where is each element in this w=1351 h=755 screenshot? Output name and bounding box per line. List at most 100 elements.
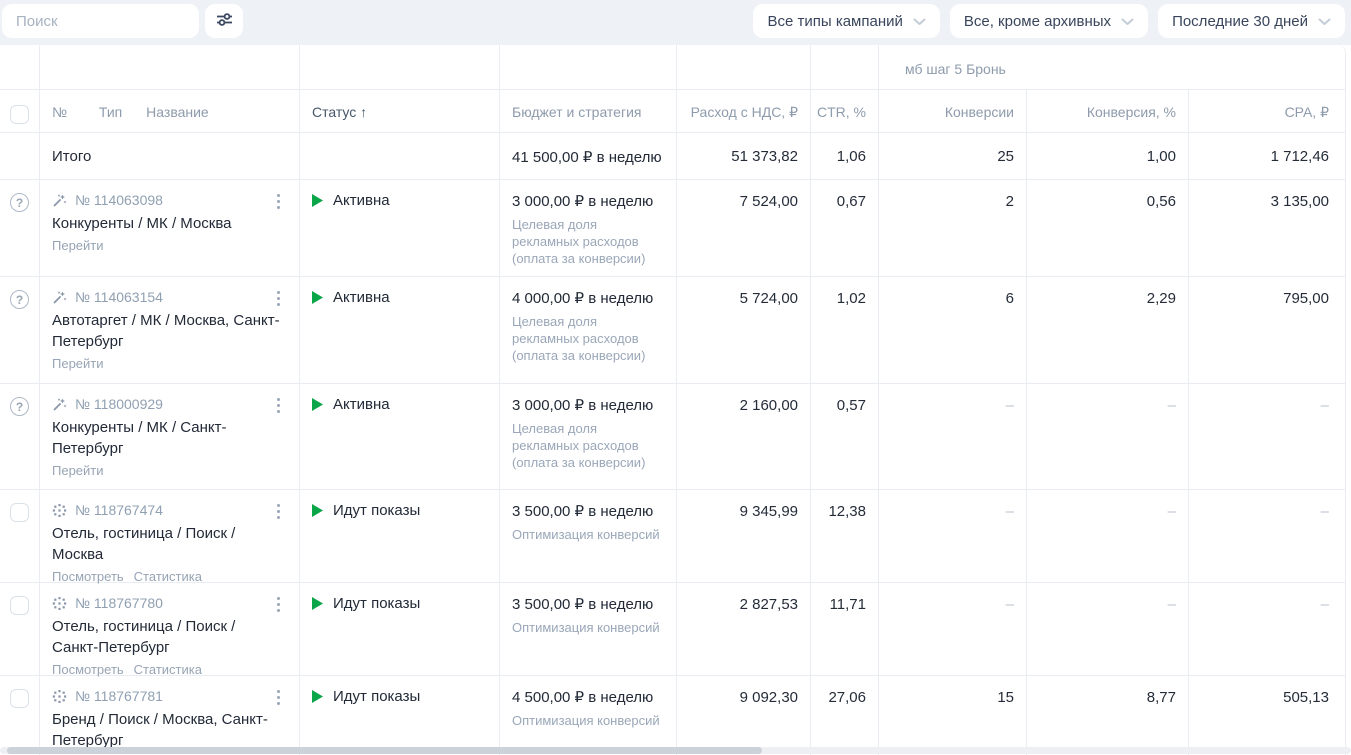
status-play-icon — [312, 597, 323, 615]
column-header-budget[interactable]: Бюджет и стратегия — [500, 90, 677, 132]
budget-value: 3 000,00 ₽ в неделю — [512, 193, 654, 210]
topbar: Все типы кампаний Все, кроме архивных По… — [0, 0, 1351, 45]
campaign-id[interactable]: № 118767781 — [75, 688, 163, 704]
archive-state-filter[interactable]: Все, кроме архивных — [949, 4, 1149, 38]
table-header-row: № Тип Название Статус ↑ Бюджет и стратег… — [0, 90, 1345, 133]
master-campaign-icon — [52, 290, 67, 305]
column-header-conversions[interactable]: Конверсии — [879, 90, 1027, 132]
conversions-value: – — [879, 583, 1027, 677]
spend-value: 9 092,30 — [677, 676, 811, 755]
column-header-cpa[interactable]: CPA, ₽ — [1284, 104, 1329, 120]
search-input[interactable] — [2, 4, 199, 38]
row-checkbox[interactable] — [10, 503, 29, 522]
column-header-spend[interactable]: Расход с НДС, ₽ — [677, 90, 811, 132]
kebab-menu-icon[interactable] — [271, 502, 285, 520]
ctr-value: 12,38 — [811, 490, 879, 584]
search-campaign-icon — [52, 503, 67, 518]
totals-row: Итого 41 500,00 ₽ в неделю 51 373,82 1,0… — [0, 133, 1345, 180]
kebab-menu-icon[interactable] — [271, 289, 285, 307]
column-header-ctr[interactable]: CTR, % — [811, 90, 879, 132]
row-checkbox[interactable] — [10, 689, 29, 708]
campaign-row: № 118767474 Отель, гостиница / Поиск / М… — [0, 490, 1345, 584]
view-link[interactable]: Посмотреть — [52, 662, 124, 677]
view-link[interactable]: Посмотреть — [52, 569, 124, 584]
strategy-text: Оптимизация конверсий — [512, 713, 660, 728]
column-header-conv-rate[interactable]: Конверсия, % — [1027, 90, 1189, 132]
totals-conversions: 25 — [879, 133, 1027, 179]
conv-rate-value: – — [1027, 490, 1189, 584]
campaigns-table: мб шаг 5 Бронь № Тип Название Статус ↑ Б… — [0, 45, 1346, 755]
sliders-icon — [216, 12, 233, 30]
totals-spend: 51 373,82 — [677, 133, 811, 179]
column-header-type[interactable]: Тип — [98, 104, 123, 120]
strategy-text: Оптимизация конверсий — [512, 620, 660, 635]
kebab-menu-icon[interactable] — [271, 688, 285, 706]
conversions-value: – — [879, 490, 1027, 584]
campaign-id[interactable]: № 118767474 — [75, 502, 163, 518]
campaign-type-filter-label: Все типы кампаний — [767, 12, 903, 30]
spend-value: 2 827,53 — [677, 583, 811, 677]
goto-link[interactable]: Перейти — [52, 463, 104, 478]
kebab-menu-icon[interactable] — [271, 595, 285, 613]
campaign-id[interactable]: № 118767780 — [75, 595, 163, 611]
search-campaign-icon — [52, 596, 67, 611]
conversion-goal-group-label: мб шаг 5 Бронь — [905, 61, 1006, 77]
kebab-menu-icon[interactable] — [271, 192, 285, 210]
spend-value: 2 160,00 — [677, 384, 811, 489]
strategy-text: Целевая доля рекламных расходов (оплата … — [512, 421, 646, 470]
column-header-name[interactable]: Название — [146, 104, 209, 120]
statistics-link[interactable]: Статистика — [133, 569, 202, 584]
ctr-value: 0,67 — [811, 180, 879, 276]
horizontal-scrollbar-track[interactable] — [0, 747, 1351, 754]
statistics-link[interactable]: Статистика — [133, 662, 202, 677]
date-range-filter[interactable]: Последние 30 дней — [1158, 4, 1345, 38]
campaign-row: ? № 114063154 Автотаргет / МК / Москва, … — [0, 277, 1345, 384]
column-group-row: мб шаг 5 Бронь — [0, 45, 1345, 90]
help-icon[interactable]: ? — [10, 397, 29, 416]
campaign-name[interactable]: Конкуренты / МК / Санкт-Петербург — [52, 419, 227, 457]
goto-link[interactable]: Перейти — [52, 356, 104, 371]
column-header-status-sorted[interactable]: Статус ↑ — [300, 90, 500, 132]
strategy-text: Целевая доля рекламных расходов (оплата … — [512, 314, 646, 363]
goto-link[interactable]: Перейти — [52, 238, 104, 253]
totals-label: Итого — [40, 133, 300, 179]
conversions-value: 15 — [879, 676, 1027, 755]
cpa-value: – — [1320, 596, 1329, 613]
filter-settings-button[interactable] — [205, 4, 243, 38]
campaign-name[interactable]: Отель, гостиница / Поиск / Москва — [52, 525, 236, 563]
conv-rate-value: 0,56 — [1027, 180, 1189, 276]
campaign-name[interactable]: Конкуренты / МК / Москва — [52, 215, 232, 232]
row-checkbox[interactable] — [10, 596, 29, 615]
budget-value: 3 500,00 ₽ в неделю — [512, 503, 654, 520]
status-text: Идут показы — [333, 688, 421, 705]
status-play-icon — [312, 291, 323, 309]
select-all-checkbox[interactable] — [10, 105, 29, 124]
cpa-value: 795,00 — [1283, 290, 1329, 307]
chevron-down-icon — [1318, 13, 1331, 30]
campaign-id[interactable]: № 114063154 — [75, 289, 163, 305]
help-icon[interactable]: ? — [10, 290, 29, 309]
campaign-name[interactable]: Бренд / Поиск / Москва, Санкт-Петербург — [52, 711, 268, 749]
chevron-down-icon — [1121, 13, 1134, 30]
campaign-type-filter[interactable]: Все типы кампаний — [753, 4, 940, 38]
horizontal-scrollbar-thumb[interactable] — [7, 747, 762, 754]
budget-value: 4 500,00 ₽ в неделю — [512, 689, 654, 706]
campaign-id[interactable]: № 114063098 — [75, 192, 163, 208]
strategy-text: Целевая доля рекламных расходов (оплата … — [512, 217, 646, 266]
campaign-row: № 118767781 Бренд / Поиск / Москва, Санк… — [0, 676, 1345, 755]
status-play-icon — [312, 398, 323, 416]
column-header-num[interactable]: № — [52, 104, 68, 120]
cpa-value: – — [1320, 397, 1329, 414]
ctr-value: 11,71 — [811, 583, 879, 677]
help-icon[interactable]: ? — [10, 193, 29, 212]
search-campaign-icon — [52, 689, 67, 704]
spend-value: 9 345,99 — [677, 490, 811, 584]
campaign-id[interactable]: № 118000929 — [75, 396, 163, 412]
campaign-name[interactable]: Отель, гостиница / Поиск / Санкт-Петербу… — [52, 618, 236, 656]
campaign-name[interactable]: Автотаргет / МК / Москва, Санкт-Петербур… — [52, 312, 280, 350]
status-text: Идут показы — [333, 502, 421, 519]
ctr-value: 0,57 — [811, 384, 879, 489]
master-campaign-icon — [52, 397, 67, 412]
totals-budget: 41 500,00 ₽ в неделю — [500, 133, 677, 179]
kebab-menu-icon[interactable] — [271, 396, 285, 414]
